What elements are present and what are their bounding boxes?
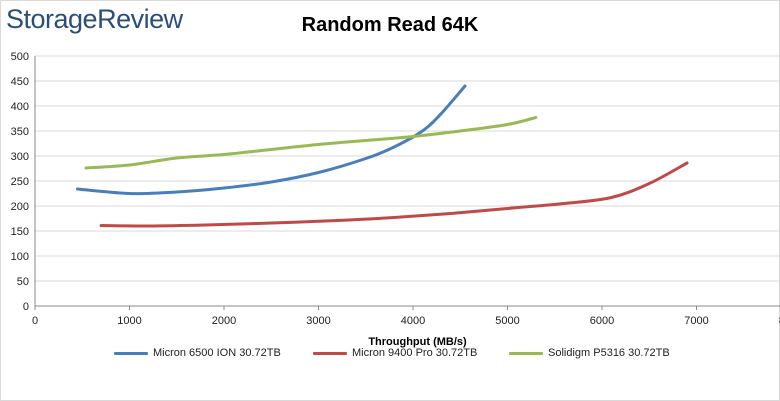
series-line-3 [84, 116, 538, 170]
x-tick-label: 6000 [590, 315, 614, 327]
y-tick-label: 0 [23, 301, 29, 313]
y-tick-label: 400 [11, 101, 29, 113]
brand-logo: StorageReview [6, 4, 183, 34]
chart-title: Random Read 64K [301, 14, 479, 36]
legend-label: Micron 9400 Pro 30.72TB [352, 347, 478, 359]
series-line-2 [99, 161, 689, 228]
legend-label: Micron 6500 ION 30.72TB [153, 347, 281, 359]
y-tick-label: 50 [17, 276, 29, 288]
y-tick-label: 200 [11, 201, 29, 213]
x-tick-label: 3000 [306, 315, 330, 327]
y-tick-label: 250 [11, 176, 29, 188]
chart-legend: Micron 6500 ION 30.72TB Micron 9400 Pro 3… [0, 344, 780, 362]
legend-swatch [114, 351, 148, 355]
x-tick-label: 4000 [401, 315, 425, 327]
legend-item: Solidigm P5316 30.72TB [509, 344, 670, 362]
x-tick-label: 0 [32, 315, 38, 327]
legend-item: Micron 9400 Pro 30.72TB [313, 344, 477, 362]
series-line-1 [76, 84, 467, 196]
legend-label: Solidigm P5316 30.72TB [548, 347, 670, 359]
x-tick-label: 8000 [779, 315, 780, 327]
x-tick-label: 2000 [212, 315, 236, 327]
y-tick-label: 500 [11, 51, 29, 63]
legend-item: Micron 6500 ION 30.72TB [114, 344, 281, 362]
x-tick-label: 5000 [495, 315, 519, 327]
legend-swatch [509, 351, 543, 355]
y-tick-label: 350 [11, 126, 29, 138]
legend-swatch [313, 351, 347, 355]
x-tick-label: 1000 [117, 315, 141, 327]
y-tick-label: 150 [11, 226, 29, 238]
y-tick-label: 450 [11, 76, 29, 88]
x-tick-label: 7000 [684, 315, 708, 327]
y-tick-label: 300 [11, 151, 29, 163]
x-axis-title: Throughput (MB/s) [368, 336, 467, 348]
y-tick-label: 100 [11, 251, 29, 263]
